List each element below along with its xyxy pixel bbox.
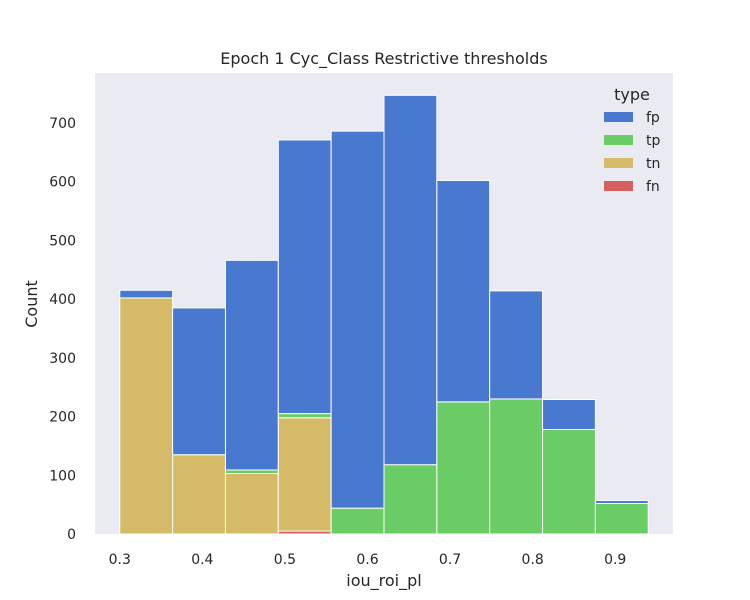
bar-tp-bin-4 (330, 507, 385, 535)
bar-tn-bin-2 (224, 473, 279, 535)
legend-swatch-tn (604, 158, 633, 168)
bar-tp-bin-9 (594, 502, 649, 535)
y-axis-label: Count (22, 280, 41, 328)
x-tick-labels: 0.3 0.4 0.5 0.6 0.7 0.8 0.9 (109, 552, 627, 568)
bar-fp-bin-1 (172, 307, 226, 456)
y-tick-label: 0 (67, 527, 76, 543)
y-tick-label: 700 (49, 116, 76, 132)
bar-fp-bin-2 (224, 259, 279, 471)
x-axis-label: iou_roi_pl (346, 571, 421, 591)
bar-fp-bin-4 (330, 130, 385, 509)
y-tick-label: 600 (49, 175, 76, 191)
x-tick-label: 0.8 (521, 552, 543, 568)
chart-title: Epoch 1 Cyc_Class Restrictive thresholds (220, 49, 547, 69)
y-tick-label: 300 (49, 351, 76, 367)
x-tick-label: 0.3 (109, 552, 131, 568)
x-tick-label: 0.5 (274, 552, 296, 568)
legend-title: type (614, 85, 650, 104)
x-tick-label: 0.6 (356, 552, 378, 568)
bar-tn-bin-3 (277, 417, 332, 532)
legend-swatch-fn (604, 181, 633, 191)
bar-fp-bin-0 (119, 289, 174, 299)
legend-swatch-fp (604, 112, 633, 122)
bar-tp-bin-3 (277, 413, 332, 419)
bar-fp-bin-6 (436, 179, 491, 403)
bar-tp-bin-7 (489, 398, 544, 535)
bars-layer (119, 94, 649, 535)
y-tick-label: 200 (49, 410, 76, 426)
bar-fp-bin-7 (489, 290, 544, 400)
legend: type fp tp tn fn (604, 85, 660, 195)
legend-label-fp: fp (646, 110, 660, 126)
bar-tp-bin-6 (436, 401, 491, 535)
bar-fp-bin-9 (594, 500, 649, 504)
bar-fp-bin-8 (542, 399, 596, 430)
legend-swatch-tp (604, 135, 633, 145)
bar-tp-bin-2 (224, 469, 279, 475)
bar-fp-bin-3 (277, 139, 332, 415)
y-tick-labels: 0 100 200 300 400 500 600 700 (49, 116, 76, 543)
x-tick-label: 0.7 (439, 552, 461, 568)
legend-label-fn: fn (646, 179, 660, 195)
x-tick-label: 0.4 (191, 552, 213, 568)
bar-tp-bin-8 (542, 428, 596, 535)
y-tick-label: 500 (49, 233, 76, 249)
y-tick-label: 400 (49, 292, 76, 308)
x-tick-label: 0.9 (604, 552, 626, 568)
legend-label-tp: tp (646, 133, 660, 149)
bar-tn-bin-0 (119, 297, 174, 535)
bar-tp-bin-5 (383, 464, 438, 535)
bar-tn-bin-1 (172, 454, 226, 535)
legend-label-tn: tn (646, 156, 660, 172)
bar-fp-bin-5 (383, 94, 438, 466)
y-tick-label: 100 (49, 468, 76, 484)
